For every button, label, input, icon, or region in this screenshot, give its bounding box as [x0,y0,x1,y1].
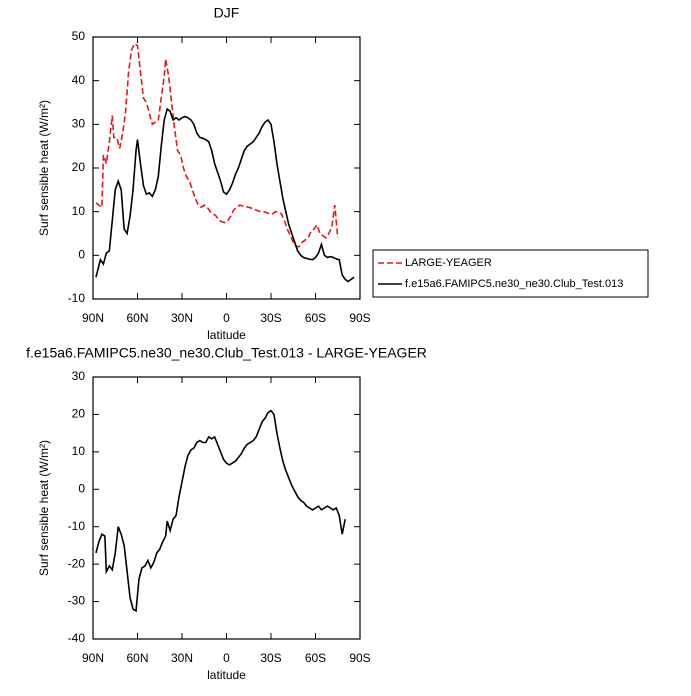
x-tick-label: 90N [82,651,104,665]
y-tick-label: 50 [72,29,86,43]
x-tick-label: 0 [223,651,230,665]
legend-label: f.e15a6.FAMIPC5.ne30_ne30.Club_Test.013 [405,278,623,290]
x-axis-label: latitude [207,328,246,342]
x-tick-label: 90S [349,311,370,325]
chart-title: DJF [214,5,240,21]
y-tick-label: 10 [72,204,86,218]
series-line [95,107,355,283]
x-tick-label: 0 [223,311,230,325]
x-tick-label: 30S [260,311,281,325]
x-tick-label: 30N [171,311,193,325]
y-tick-label: 20 [72,160,86,174]
x-tick-label: 90N [82,311,104,325]
y-tick-label: 20 [72,407,86,421]
y-axis-label: Surf sensible heat (W/m²) [37,100,51,236]
x-tick-label: 90S [349,651,370,665]
y-tick-label: 0 [78,248,85,262]
y-tick-label: 30 [72,117,86,131]
x-tick-label: 60S [305,651,326,665]
y-tick-label: 40 [72,73,86,87]
y-tick-label: 0 [78,481,85,495]
x-tick-label: 60N [126,311,148,325]
x-tick-label: 30S [260,651,281,665]
x-tick-label: 30N [171,651,193,665]
data-line [95,409,346,613]
chart-title: f.e15a6.FAMIPC5.ne30_ne30.Club_Test.013 … [26,345,427,361]
x-tick-label: 60S [305,311,326,325]
y-tick-label: 30 [72,369,86,383]
y-tick-label: -10 [68,519,86,533]
plot-frame [92,36,361,300]
y-tick-label: 10 [72,444,86,458]
x-axis-label: latitude [207,668,246,682]
legend-box [372,249,649,298]
y-tick-label: -10 [68,291,86,305]
y-tick-label: -30 [68,594,86,608]
y-tick-label: -20 [68,556,86,570]
y-axis-label: Surf sensible heat (W/m²) [37,440,51,576]
x-tick-label: 60N [126,651,148,665]
legend-label: LARGE-YEAGER [405,257,492,269]
y-tick-label: -40 [68,631,86,645]
series-line [95,42,339,248]
